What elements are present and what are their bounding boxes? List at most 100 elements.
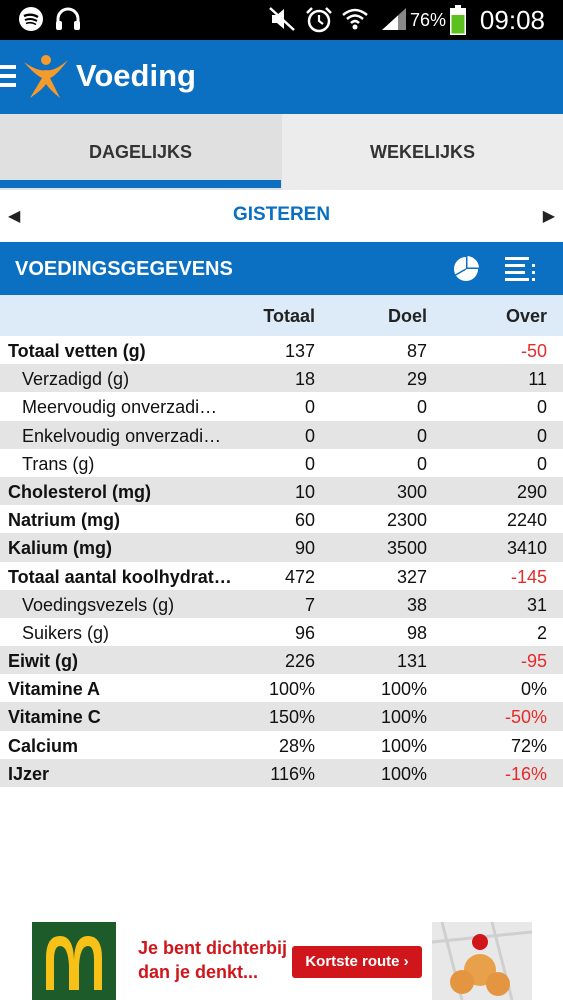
table-row: Totaal aantal koolhydrat… 472 327 -145 [0,562,563,590]
table-row: Voedingsvezels (g) 7 38 31 [0,589,563,618]
row-total: 60 [294,510,315,531]
row-goal: 100% [380,707,427,728]
row-total: 0 [304,453,315,474]
row-total: 7 [304,594,315,615]
row-goal: 98 [406,622,427,643]
row-label: Calcium [8,735,79,756]
table-row: Natrium (mg) 60 2300 2240 [0,505,563,533]
section-title: VOEDINGSGEGEVENS [15,258,233,280]
row-over: -145 [510,566,547,587]
table-row: Verzadigd (g) 18 29 11 [0,364,563,393]
row-total: 10 [294,481,315,502]
row-over: 0 [536,425,547,446]
food-illustration-icon [431,921,533,1000]
row-over: 0 [536,453,547,474]
row-total: 18 [294,369,315,390]
battery-percent: 76% [409,10,446,30]
table-row: Enkelvoudig onverzadi… 0 0 0 [0,420,563,449]
app-logo-icon [24,55,68,98]
column-total: Totaal [263,306,315,326]
row-total: 0 [304,425,315,446]
table-row: Kalium (mg) 90 3500 3410 [0,533,563,562]
ad-route-button[interactable]: Kortste route › [292,946,422,978]
row-label: Verzadigd (g) [22,369,130,390]
ad-banner[interactable]: Je bent dichterbij dan je denkt... Korts… [32,921,533,1000]
date-navigator: ◀ GISTEREN ▶ [0,190,563,242]
page-title: Voeding [76,58,196,93]
golden-arches-icon [46,936,102,990]
row-total: 150% [268,707,315,728]
table-row: Vitamine A 100% 100% 0% [0,674,563,702]
row-over: 31 [526,594,547,615]
row-over: -16% [504,763,547,784]
row-label: Totaal vetten (g) [8,341,146,361]
mute-icon [269,7,295,31]
headphones-icon [56,7,80,30]
table-row: Calcium 28% 100% 72% [0,731,563,759]
row-over: -50% [504,707,547,728]
row-label: Enkelvoudig onverzadi… [22,425,222,446]
row-total: 28% [278,735,315,756]
row-label: Voedingsvezels (g) [22,594,175,615]
tab-weekly[interactable]: WEKELIJKS [282,114,563,190]
row-label: Kalium (mg) [8,538,113,559]
row-goal: 100% [380,679,427,700]
row-over: 3410 [506,538,547,559]
wifi-icon [342,8,368,30]
next-day-arrow-icon[interactable]: ▶ [542,208,555,225]
ad-text-line-1: Je bent dichterbij [138,938,288,958]
row-total: 472 [284,566,315,587]
alarm-icon [306,7,332,33]
row-goal: 3500 [386,538,427,559]
ad-map-image [431,921,533,1000]
table-row: Meervoudig onverzadi… 0 0 0 [0,392,563,420]
table-header: Totaal Doel Over [0,295,563,336]
row-label: Natrium (mg) [8,510,120,531]
row-total: 0 [304,397,315,418]
table-row: Eiwit (g) 226 131 -95 [0,646,563,675]
row-label: Vitamine A [8,679,101,700]
section-header: VOEDINGSGEGEVENS [0,242,563,295]
pie-chart-icon[interactable] [452,255,480,283]
table-row: Totaal vetten (g) 137 87 -50 [0,336,563,364]
table-row: Cholesterol (mg) 10 300 290 [0,476,563,506]
row-goal: 29 [406,369,427,390]
list-view-icon[interactable] [505,255,537,283]
row-label: Suikers (g) [22,622,110,643]
row-total: 226 [284,651,315,672]
row-over: 72% [510,735,547,756]
column-over: Over [505,306,547,326]
row-goal: 38 [406,594,427,615]
nutrition-table: Totaal vetten (g) 137 87 -50 Verzadigd (… [0,336,563,787]
row-over: 2 [536,622,547,643]
previous-day-arrow-icon[interactable]: ◀ [8,208,21,225]
spotify-icon [19,7,43,31]
row-goal: 87 [406,341,427,361]
row-goal: 131 [396,651,427,672]
ad-text-line-2: dan je denkt... [138,962,259,982]
table-row: IJzer 116% 100% -16% [0,758,563,787]
status-bar: 76% 09:08 [0,0,563,40]
row-total: 116% [270,763,315,784]
row-over: 11 [528,369,547,390]
row-label: Vitamine C [8,707,101,728]
row-goal: 0 [416,397,427,418]
row-total: 96 [294,622,315,643]
row-over: 2240 [506,510,547,531]
row-total: 90 [294,538,315,559]
date-label[interactable]: GISTEREN [232,204,331,225]
table-row: Suikers (g) 96 98 2 [0,618,563,646]
row-label: Cholesterol (mg) [8,481,152,502]
brand-logo [32,922,116,1000]
menu-icon[interactable] [0,65,18,87]
battery-icon [450,5,466,35]
row-total: 100% [268,679,315,700]
row-over: 0% [520,679,547,700]
row-goal: 300 [396,481,427,502]
row-over: -50 [520,341,547,361]
tab-daily[interactable]: DAGELIJKS [88,142,193,162]
row-goal: 100% [380,735,427,756]
row-goal: 0 [416,425,427,446]
row-label: IJzer [8,763,50,784]
row-total: 137 [284,341,315,361]
